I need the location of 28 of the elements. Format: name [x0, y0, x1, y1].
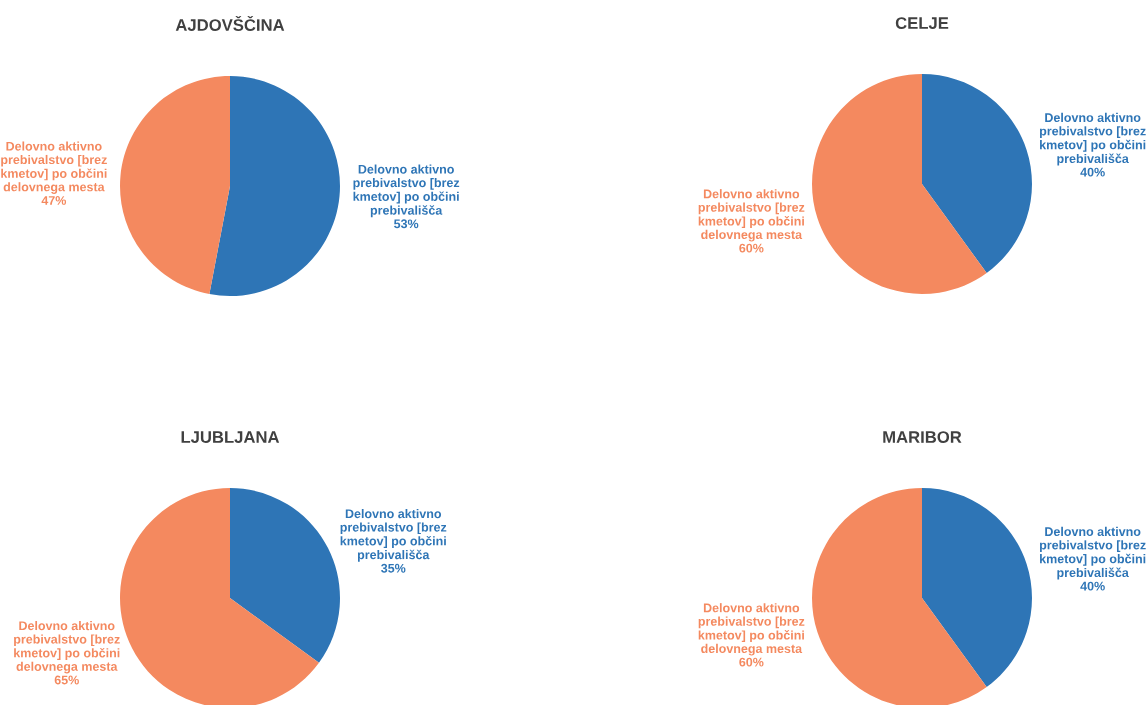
- data-label: 53%: [394, 219, 419, 229]
- data-label: 35%: [381, 563, 406, 573]
- chart-title: MARIBOR: [883, 431, 962, 443]
- slice-label: Delovno aktivno prebivalstvo [brez kmetov] po občini delovnega mesta: [698, 603, 805, 656]
- data-label: 60%: [739, 657, 764, 667]
- chart-title: LJUBLJANA: [181, 431, 280, 443]
- chart-title: AJDOVŠČINA: [175, 15, 285, 31]
- slice-label: Delovno aktivno prebivalstvo [brez kmetov] po občini prebivališča: [340, 508, 447, 562]
- pie-slice: [812, 74, 987, 294]
- data-label: 60%: [739, 243, 764, 253]
- data-label: 40%: [1080, 581, 1105, 591]
- chart-title: CELJE: [895, 17, 949, 29]
- pie-slice: [922, 74, 1032, 273]
- data-label: 40%: [1080, 167, 1105, 177]
- pie-slice: [922, 488, 1032, 687]
- pie-slice: [120, 76, 230, 295]
- pie-slice: [230, 488, 340, 663]
- slice-label: Delovno aktivno prebivalstvo [brez kmetov] po občini delovnega mesta: [698, 189, 805, 242]
- slice-label: Delovno aktivno prebivalstvo [brez kmetov] po občini prebivališča: [1039, 112, 1146, 166]
- slice-label: Delovno aktivno prebivalstvo [brez kmetov] po občini delovnega mesta: [14, 620, 120, 674]
- pie-slice: [209, 76, 340, 296]
- pie-slice: [120, 488, 319, 705]
- slice-label: Delovno aktivno prebivalstvo [brez kmetov] po občini prebivališča: [353, 164, 460, 218]
- pie-slice: [812, 488, 987, 705]
- data-label: 47%: [41, 196, 67, 205]
- slice-label: Delovno aktivno prebivalstvo [brez kmetov] po občini delovnega mesta: [1, 141, 107, 194]
- slice-label: Delovno aktivno prebivalstvo [brez kmetov] po občini prebivališča: [1039, 526, 1146, 580]
- data-label: 65%: [54, 675, 79, 685]
